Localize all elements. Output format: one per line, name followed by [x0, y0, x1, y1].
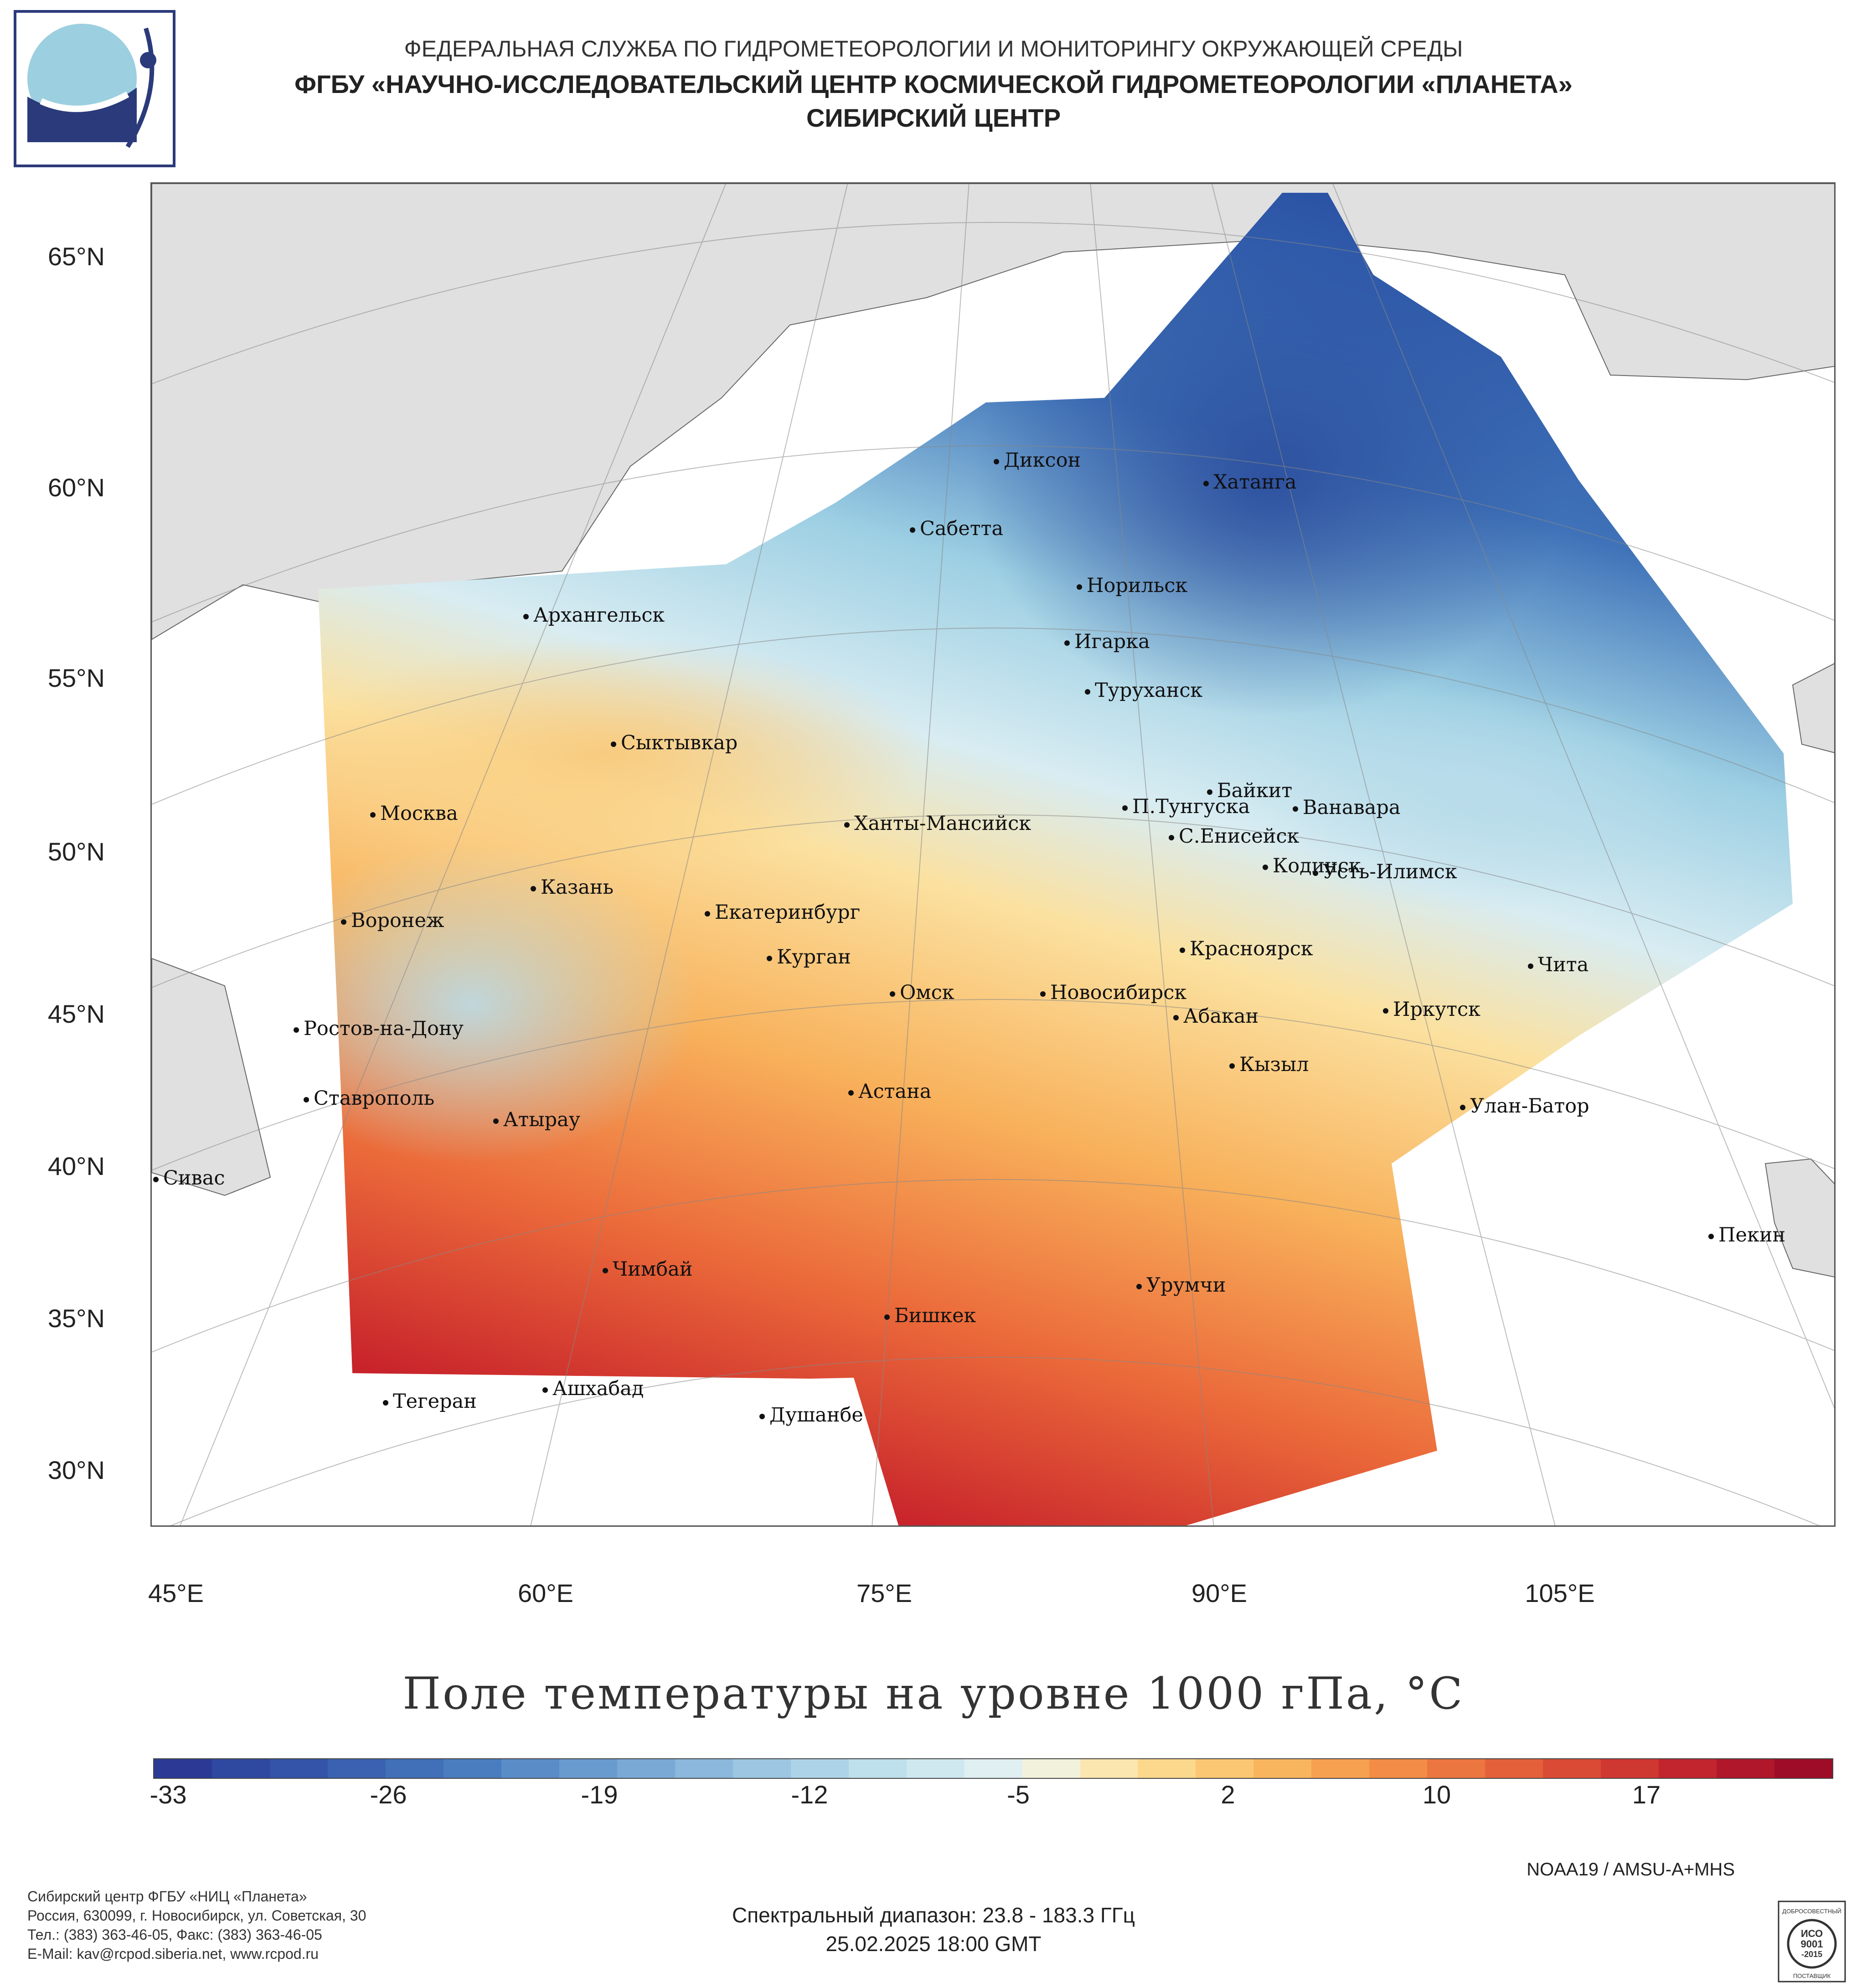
city-vanavara: Ванавара [1293, 796, 1401, 819]
satellite-label: NOAA19 / AMSU-A+MHS [1527, 1859, 1735, 1880]
city-turukhansk: Туруханск [1085, 679, 1202, 702]
city-bishkek: Бишкек [884, 1304, 976, 1327]
city-kyzyl: Кызыл [1229, 1053, 1309, 1076]
city-khatanga: Хатанга [1203, 471, 1297, 494]
svg-text:ДОБРОСОВЕСТНЫЙ: ДОБРОСОВЕСТНЫЙ [1782, 1908, 1841, 1915]
colorbar-tick: 10 [1422, 1780, 1451, 1809]
lon-label-90: 90°E [1191, 1579, 1248, 1607]
city-khanty-mansiysk: Ханты-Мансийск [844, 812, 1031, 835]
city-chimbay: Чимбай [603, 1258, 693, 1281]
lat-label-30: 30°N [47, 1456, 105, 1484]
lat-label-40: 40°N [47, 1152, 105, 1180]
colorbar-tick: -5 [1007, 1780, 1030, 1809]
city-astana: Астана [848, 1080, 931, 1103]
city-chita: Чита [1528, 953, 1588, 976]
colorbar-tick: 17 [1632, 1780, 1661, 1809]
city-sabetta: Сабетта [910, 517, 1003, 540]
lat-label-65: 65°N [47, 242, 105, 271]
colorbar [153, 1758, 1833, 1779]
colorbar-tick: -26 [370, 1780, 407, 1809]
city-irkutsk: Иркутск [1383, 998, 1480, 1021]
colorbar-tick: -19 [581, 1780, 618, 1809]
colorbar-tick: 2 [1221, 1780, 1235, 1809]
svg-text:9001: 9001 [1801, 1938, 1823, 1950]
city-s-eniseysk: С.Енисейск [1169, 825, 1299, 848]
address-line: E-Mail: kav@rcpod.siberia.net, www.rcpod… [27, 1946, 319, 1962]
temperature-map [150, 182, 1836, 1527]
city-tegeran: Тегеран [383, 1390, 477, 1413]
city-voronezh: Воронеж [341, 909, 444, 932]
header-agency: ФЕДЕРАЛЬНАЯ СЛУЖБА ПО ГИДРОМЕТЕОРОЛОГИИ … [404, 36, 1463, 62]
city-omsk: Омск [890, 981, 954, 1004]
city-norilsk: Норильск [1077, 574, 1187, 597]
iso-certification-logo: ДОБРОСОВЕСТНЫЙ ИСО 9001 -2015 ПОСТАВЩИК [1778, 1900, 1846, 1983]
city-stavropol: Ставрополь [304, 1087, 434, 1110]
city-ulan-bator: Улан-Батор [1460, 1095, 1589, 1118]
spectral-range: Спектральный диапазон: 23.8 - 183.3 ГГц [732, 1903, 1135, 1927]
city-dikson: Диксон [994, 449, 1081, 472]
city-baykit: Байкит [1207, 779, 1292, 802]
city-rostov-na-donu: Ростов-на-Дону [294, 1017, 464, 1040]
address-line: Тел.: (383) 363-46-05, Факс: (383) 363-4… [27, 1926, 322, 1943]
colorbar-tick: -12 [791, 1780, 828, 1809]
header-institute: ФГБУ «НАУЧНО-ИССЛЕДОВАТЕЛЬСКИЙ ЦЕНТР КОС… [294, 70, 1573, 98]
address-line: Сибирский центр ФГБУ «НИЦ «Планета» [27, 1888, 307, 1905]
address-line: Россия, 630099, г. Новосибирск, ул. Сове… [27, 1907, 366, 1924]
city-sivas: Сивас [153, 1167, 225, 1190]
lat-label-60: 60°N [47, 473, 105, 502]
city-dushanbe: Душанбе [759, 1404, 863, 1427]
graticule [152, 184, 1834, 1525]
city-ust-ilimsk: Усть-Илимск [1313, 860, 1457, 883]
svg-text:ПОСТАВЩИК: ПОСТАВЩИК [1793, 1973, 1831, 1979]
city-abakan: Абакан [1173, 1005, 1258, 1028]
lon-label-60: 60°E [517, 1579, 574, 1607]
lat-label-55: 55°N [47, 664, 105, 692]
datetime: 25.02.2025 18:00 GMT [825, 1932, 1042, 1956]
svg-text:-2015: -2015 [1801, 1950, 1822, 1959]
city-urumchi: Урумчи [1136, 1274, 1226, 1297]
city-kurgan: Курган [767, 946, 851, 968]
city-syktyvkar: Сыктывкар [611, 731, 738, 754]
city-ashkhabad: Ашхабад [542, 1377, 644, 1400]
city-p-tunguska: П.Тунгуска [1122, 795, 1250, 818]
city-krasnoyarsk: Красноярск [1180, 937, 1313, 960]
city-moskva: Москва [370, 802, 458, 825]
lon-label-75: 75°E [856, 1579, 913, 1607]
city-novosibirsk: Новосибирск [1040, 981, 1186, 1004]
header-center: СИБИРСКИЙ ЦЕНТР [806, 103, 1061, 132]
address-block: Сибирский центр ФГБУ «НИЦ «Планета» Росс… [27, 1887, 366, 1963]
city-igarka: Игарка [1064, 630, 1150, 653]
colorbar-tick: -33 [150, 1780, 187, 1809]
city-pekin: Пекин [1708, 1224, 1785, 1246]
lon-label-105: 105°E [1525, 1579, 1595, 1607]
map-title: Поле температуры на уровне 1000 гПа, °C [402, 1668, 1465, 1719]
planeta-logo [14, 10, 175, 167]
city-kazan: Казань [531, 876, 614, 899]
city-ekaterinburg: Екатеринбург [705, 901, 860, 924]
svg-text:ИСО: ИСО [1801, 1928, 1823, 1939]
city-arkhangelsk: Архангельск [523, 604, 665, 627]
lat-label-45: 45°N [47, 999, 105, 1028]
lat-label-50: 50°N [47, 837, 105, 866]
lon-label-45: 45°E [148, 1579, 204, 1607]
map-graphic [152, 184, 1834, 1525]
city-atyrau: Атырау [493, 1108, 580, 1131]
lat-label-35: 35°N [47, 1304, 105, 1333]
